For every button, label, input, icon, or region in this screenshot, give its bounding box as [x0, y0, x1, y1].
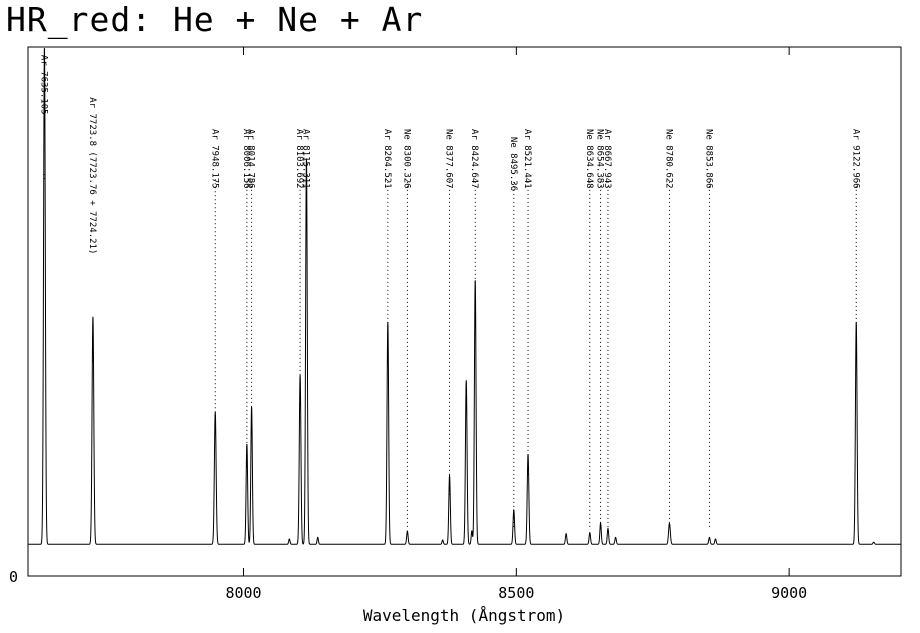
line-label-17: Ne 8853.866: [703, 129, 713, 189]
line-label-13: Ne 8634.648: [584, 129, 594, 189]
line-label-18: Ar 9122.966: [850, 129, 860, 189]
line-label-8: Ne 8300.326: [401, 129, 411, 189]
chart-title: HR_red: He + Ne + Ar: [6, 0, 424, 39]
x-tick-label-2: 9000: [771, 584, 807, 602]
y-tick-label-0: 0: [9, 568, 18, 586]
line-label-5: Ar 8103.692: [294, 129, 304, 189]
line-label-1: Ar 7723.8 (7723.76 + 7724.21): [87, 97, 97, 254]
x-tick-label-0: 8000: [225, 584, 261, 602]
line-label-4: Ar 8014.786: [246, 129, 256, 189]
line-identification-layer: Ar 7635.105 Ar 7723.8 (7723.76 + 7724.21)…: [38, 55, 860, 529]
spectrum-line: [28, 47, 901, 545]
line-label-7: Ar 8264.521: [382, 129, 392, 189]
line-label-10: Ar 8424.647: [469, 129, 479, 189]
line-label-15: Ar 8667.943: [602, 129, 612, 189]
line-label-0: Ar 7635.105: [38, 55, 48, 115]
line-label-11: Ne 8495.36: [508, 137, 518, 191]
line-label-2: Ar 7948.175: [209, 129, 219, 189]
axis-ticks: 8000 8500 9000 0: [9, 47, 807, 602]
line-label-12: Ar 8521.441: [522, 129, 532, 189]
x-axis-title: Wavelength (Ångstrom): [363, 606, 565, 625]
plot-frame: [27, 46, 902, 577]
line-label-9: Ne 8377.607: [444, 129, 454, 189]
x-tick-label-1: 8500: [498, 584, 534, 602]
line-label-14: Ne 8654.383: [595, 129, 605, 189]
line-label-6: Ar 8115.311: [300, 129, 310, 189]
line-label-3: Ar 8006.156: [241, 129, 251, 189]
line-label-16: Ne 8780.622: [663, 129, 673, 189]
